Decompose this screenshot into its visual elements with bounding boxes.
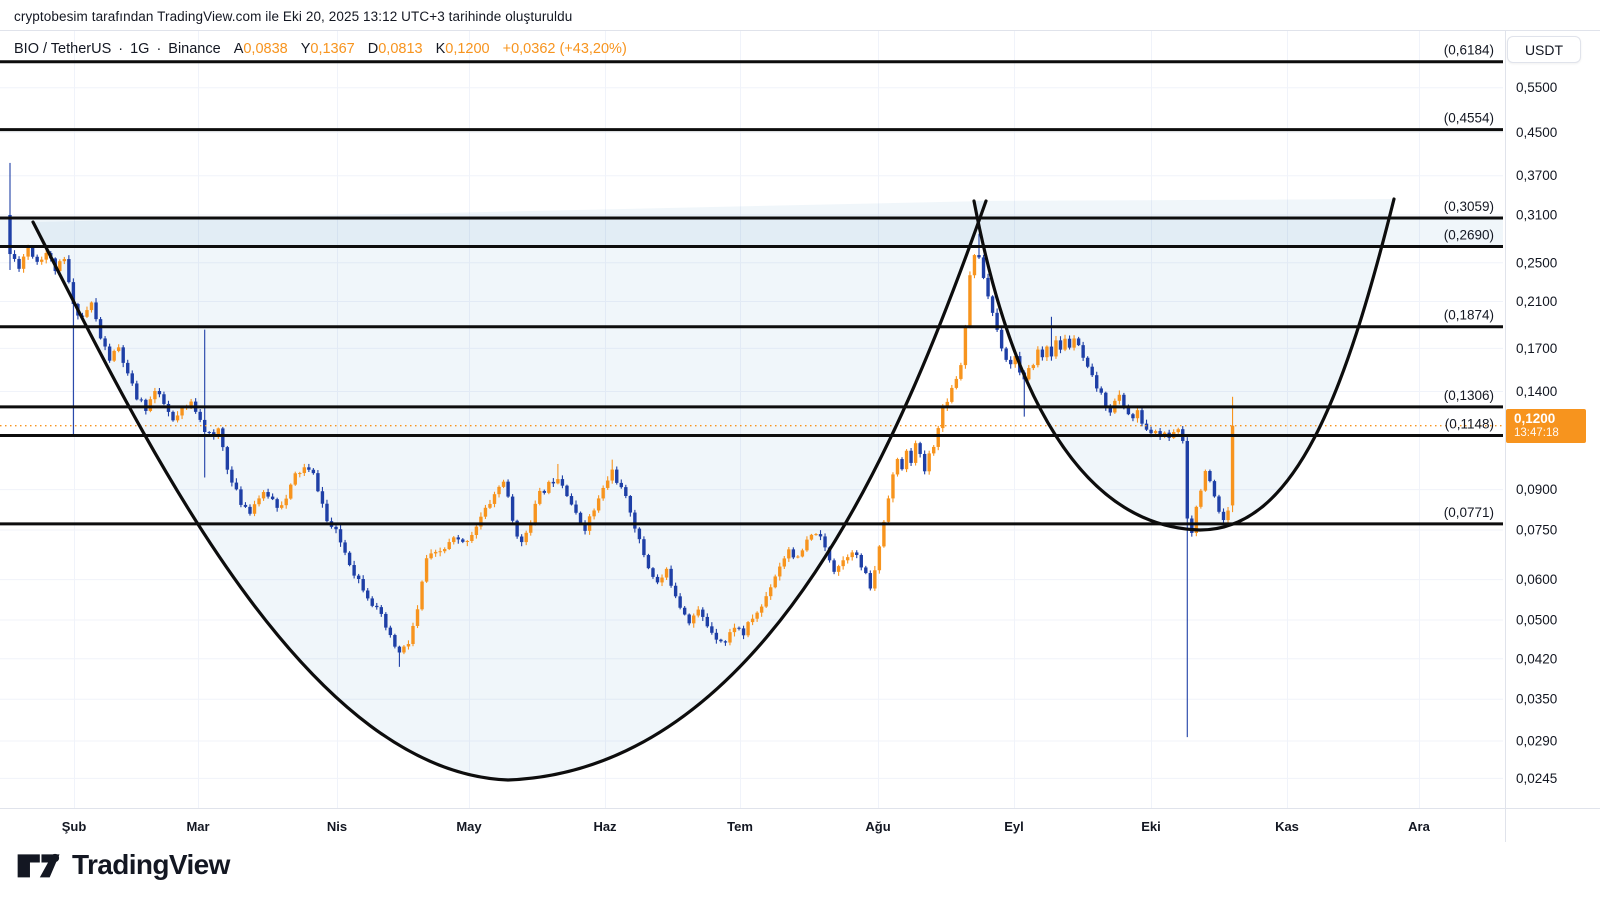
month-label: Ara	[1408, 819, 1430, 834]
tradingview-logo[interactable]: TradingView	[16, 848, 230, 882]
ohlc-low-value: 0,0813	[378, 41, 423, 57]
current-price: 0,1200	[1514, 411, 1556, 426]
current-price-badge: 0,1200 13:47:18	[1506, 409, 1586, 443]
month-label: Eyl	[1004, 819, 1024, 834]
ohlc-open-label: A	[233, 41, 244, 57]
y-tick-label: 0,0350	[1516, 692, 1557, 707]
y-tick-label: 0,0245	[1516, 771, 1557, 786]
cup-curve-1	[31, 199, 988, 782]
y-tick-label: 0,2100	[1516, 294, 1557, 309]
borders-layer	[0, 30, 1600, 842]
ohlc-open-value: 0,0838	[243, 41, 288, 57]
legend-separator: ·	[118, 41, 124, 57]
month-label: Kas	[1275, 819, 1299, 834]
y-tick-label: 0,3100	[1516, 208, 1557, 223]
month-label: May	[456, 819, 482, 834]
y-tick-label: 0,0900	[1516, 482, 1557, 497]
time-scale[interactable]	[0, 808, 1505, 842]
ohlc-close-label: K	[435, 41, 446, 57]
price-scale-labels: 0,5500 0,4500 0,3700 0,3100 0,2500 0,2100 0,17…	[1516, 80, 1557, 786]
candles-layer	[8, 162, 1235, 738]
y-tick-label: 0,1400	[1516, 384, 1557, 399]
y-tick-label: 0,0600	[1516, 572, 1557, 587]
timeframe-label: 1G	[130, 41, 150, 57]
level-label: (0,1148)	[1445, 417, 1494, 432]
level-label: (0,3059)	[1444, 199, 1494, 214]
change-value: +0,0362 (+43,20%)	[502, 41, 627, 57]
ohlc-close-value: 0,1200	[445, 41, 490, 57]
level-label: (0,4554)	[1444, 111, 1494, 126]
y-tick-label: 0,0750	[1516, 523, 1557, 538]
month-label: Nis	[327, 819, 347, 834]
ohlc-high-label: Y	[300, 41, 311, 57]
month-label: Tem	[727, 819, 753, 834]
level-label: (0,2690)	[1444, 227, 1494, 242]
tradingview-logo-icon	[17, 853, 60, 878]
level-label: (0,1306)	[1444, 388, 1494, 403]
y-tick-label: 0,2500	[1516, 255, 1557, 270]
cup-curves-layer	[31, 197, 1396, 782]
level-label: (0,1874)	[1444, 308, 1494, 323]
currency-chip[interactable]: USDT	[1507, 36, 1581, 63]
y-tick-label: 0,1700	[1516, 341, 1557, 356]
month-label: Ağu	[865, 819, 890, 834]
level-label: (0,6184)	[1444, 43, 1494, 58]
bar-countdown: 13:47:18	[1514, 426, 1559, 439]
grid-layer	[0, 30, 1503, 808]
chart-pane[interactable]	[0, 30, 1505, 808]
symbol-legend: BIO / TetherUS · 1G · Binance A0,0838 Y0,1367 D…	[14, 41, 627, 57]
cup-curve-2	[972, 197, 1396, 532]
month-label: Haz	[593, 819, 617, 834]
tradingview-logo-text: TradingView	[72, 849, 230, 880]
legend-separator: ·	[156, 41, 162, 57]
levels-layer: (0,6184) (0,4554) (0,3059) (0,2690) (0,1874)…	[0, 43, 1503, 526]
ohlc-low-label: D	[367, 41, 379, 57]
month-label: Eki	[1141, 819, 1161, 834]
y-tick-label: 0,0420	[1516, 651, 1557, 666]
level-label: (0,0771)	[1444, 505, 1494, 520]
time-scale-labels: Şub Mar Nis May Haz Tem Ağu Eyl Eki Kas Ara	[62, 819, 1431, 834]
month-label: Mar	[186, 819, 209, 834]
y-tick-label: 0,5500	[1516, 80, 1557, 95]
attribution-text: cryptobesim tarafından TradingView.com i…	[14, 9, 573, 24]
y-tick-label: 0,3700	[1516, 168, 1557, 183]
symbol-title: BIO / TetherUS	[14, 41, 112, 57]
y-tick-label: 0,0500	[1516, 613, 1557, 628]
y-tick-label: 0,4500	[1516, 125, 1557, 140]
y-tick-label: 0,0290	[1516, 733, 1557, 748]
ohlc-high-value: 0,1367	[310, 41, 355, 57]
exchange-label: Binance	[168, 41, 221, 57]
month-label: Şub	[62, 819, 87, 834]
